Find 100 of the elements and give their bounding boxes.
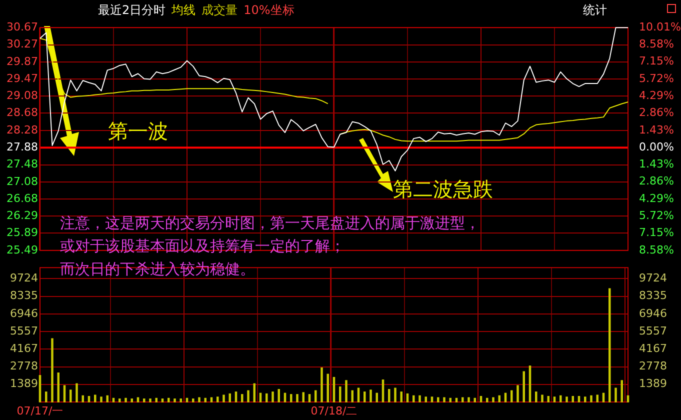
bar [124,398,127,402]
bar [228,393,232,402]
y-tick-label: 26.29 [6,208,38,222]
y-tick-label: 6946 [10,306,38,320]
bar [443,397,446,402]
y-tick-label: 30.67 [6,20,38,34]
bar [44,392,48,402]
bar [510,390,513,402]
bar [486,398,488,402]
bar [186,398,188,402]
y-tick-label: 27.08 [6,174,38,188]
bar [455,398,458,402]
bar [394,388,396,402]
bar [614,388,617,402]
y2-tick-label: 6946 [639,306,667,320]
bar [345,380,348,402]
bar [474,398,476,402]
y-tick-label: 28.28 [6,123,38,136]
bar [198,397,200,402]
y2-tick-label: 9724 [639,272,667,285]
y-tick-label: 27.88 [6,140,38,154]
bar [302,392,305,402]
bar [63,385,66,402]
bar [82,395,84,402]
x-tick-label: 07/17/一 [16,404,64,418]
bar [400,392,403,402]
y2-tick-label: 5557 [639,324,667,338]
bar [541,394,544,402]
y2-tick-label: 8335 [639,289,667,302]
bar [461,397,464,402]
bar [118,398,121,402]
y2-tick-label: 2.86% [639,174,674,188]
y2-tick-label: 5.72% [639,72,674,85]
bar [578,396,580,402]
bar [155,398,158,402]
bar [167,398,170,402]
bar [596,394,599,402]
bar [76,383,78,402]
bar [100,396,102,402]
bar [357,388,360,402]
bar [308,394,311,402]
bar [559,395,562,402]
bar [222,394,225,402]
bar [240,394,244,402]
y-tick-label: 4167 [10,342,38,356]
text: 成交量 [202,2,238,19]
bar [192,398,194,402]
y-tick-label: 29.87 [6,54,38,68]
bar [620,380,624,402]
y-tick-label: 9724 [10,272,38,285]
text: 10%坐标 [244,2,294,19]
x-tick-label: 07/18/二 [310,404,358,418]
bar [314,390,317,402]
y2-tick-label: 0.00% [639,140,674,154]
bar [449,398,452,402]
bar [234,392,238,402]
y2-tick-label: 7.15% [639,54,674,68]
bar [522,371,526,402]
y-tick-label: 2778 [10,360,38,373]
y2-tick-label: 4167 [639,342,667,356]
bar [351,390,354,402]
y2-tick-label: 10.01% [639,20,681,34]
y2-tick-label: 1.43% [639,123,674,136]
bar [247,390,250,402]
bar [94,394,96,402]
bar [57,372,60,402]
y2-tick-label: 4.29% [639,192,674,205]
y-tick-label: 30.27 [6,38,38,51]
y2-tick-label: 8.58% [639,243,674,256]
bar [608,288,611,402]
bar [204,398,207,402]
y2-tick-label: 5.72% [639,208,674,222]
bar [590,395,592,402]
bar [180,398,182,402]
bar [130,398,134,402]
y2-tick-label: 8.58% [639,38,674,51]
bar [468,397,470,402]
bar [572,396,574,402]
bar [69,390,72,402]
bar [584,396,586,402]
y-tick-label: 26.68 [6,192,38,206]
y-tick-label: 5557 [10,324,38,338]
bar [253,383,256,402]
bar [136,397,140,402]
y-tick-label: 27.48 [6,158,38,171]
bar [566,396,568,402]
bar [388,388,390,402]
bar [174,398,176,402]
bar [412,395,415,402]
bar [436,397,440,402]
bar [265,393,268,402]
text: 统计 [583,2,607,19]
bar [370,390,372,402]
bar [553,396,556,402]
y2-tick-label: 2.86% [639,106,674,120]
bar [161,398,164,402]
bar [338,386,342,402]
y2-tick-label: 2778 [639,360,667,373]
bar [142,398,146,402]
y-tick-label: 25.89 [6,226,38,240]
